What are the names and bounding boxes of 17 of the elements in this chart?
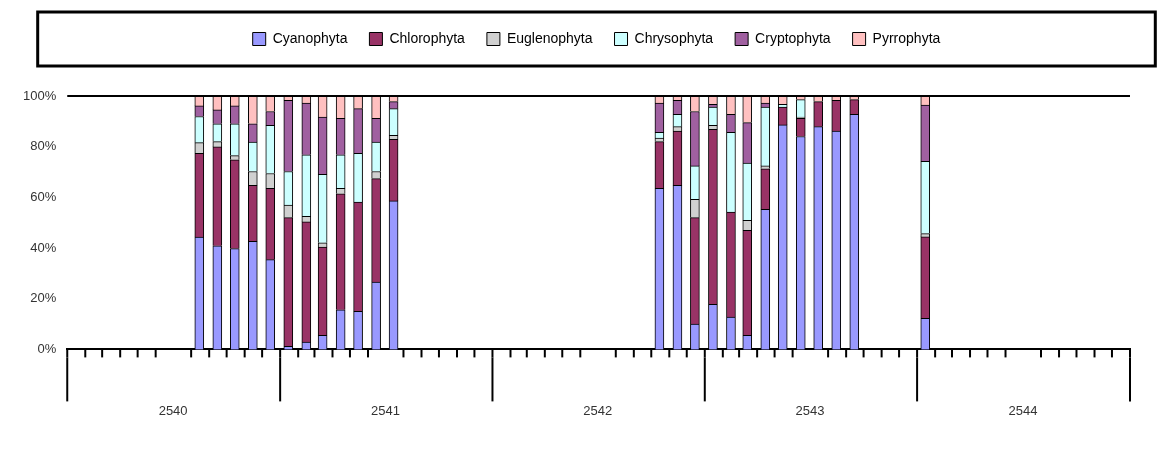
- x-tick-label: 2542: [583, 402, 613, 418]
- x-tick-label: 2544: [1008, 402, 1038, 418]
- legend-label: Pyrrophyta: [872, 29, 941, 46]
- y-tick-label: 0%: [37, 340, 57, 356]
- y-tick-label: 60%: [30, 188, 57, 204]
- x-tick-label: 2541: [370, 402, 400, 418]
- legend-label: Euglenophyta: [506, 29, 593, 46]
- y-tick-label: 80%: [30, 138, 57, 154]
- y-tick-label: 20%: [30, 290, 57, 306]
- x-tick-label: 2543: [795, 402, 825, 418]
- legend-label: Chlorophyta: [389, 29, 466, 46]
- y-tick-label: 100%: [23, 87, 57, 103]
- y-tick-label: 40%: [30, 239, 57, 255]
- legend-label: Cyanophyta: [272, 29, 348, 46]
- legend-label: Cryptophyta: [755, 29, 831, 46]
- x-tick-label: 2540: [158, 402, 188, 418]
- legend-label: Chrysophyta: [634, 29, 714, 46]
